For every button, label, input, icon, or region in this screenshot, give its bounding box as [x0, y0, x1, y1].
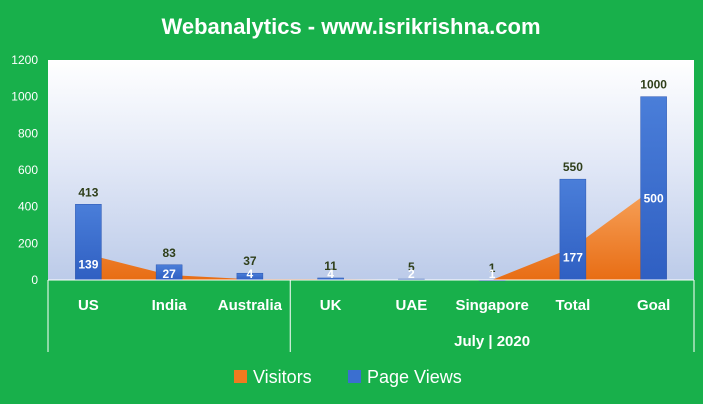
page-views-data-label: 11	[324, 259, 337, 273]
visitors-data-label: 2	[408, 267, 415, 281]
legend-label-page-views: Page Views	[367, 367, 462, 387]
page-views-data-label: 413	[78, 185, 98, 199]
page-views-data-label: 1	[489, 261, 496, 275]
legend-swatch-visitors	[234, 370, 247, 383]
legend-label-visitors: Visitors	[253, 367, 312, 387]
data-label-layer: 413 83 37 11 5 1 550 1000 139 27 4 4 2 1 177 500	[78, 78, 667, 281]
x-category-label: UK	[320, 297, 342, 314]
visitors-area-layer	[75, 188, 667, 280]
page-views-data-label: 5	[408, 260, 415, 274]
x-axis: US India Australia UK UAE Singapore Total Goal J…	[47, 279, 695, 352]
page-views-bar	[559, 178, 587, 281]
chart-title: Webanalytics - www.isrikrishna.com	[161, 14, 540, 39]
page-views-data-label: 1000	[640, 78, 667, 92]
visitors-data-label: 139	[78, 258, 98, 272]
y-axis: 0 200 400 600 800 1000 1200	[11, 53, 38, 287]
visitors-data-label: 1	[489, 267, 496, 281]
page-views-bar	[640, 96, 667, 281]
visitors-data-label: 177	[563, 251, 583, 265]
visitors-data-label: 4	[247, 267, 254, 281]
x-category-label: India	[152, 297, 188, 314]
x-category-label: UAE	[396, 297, 428, 314]
page-views-bar	[75, 204, 102, 281]
visitors-data-label: 500	[644, 191, 664, 205]
y-tick-label: 200	[18, 236, 38, 250]
x-category-label: Goal	[637, 297, 670, 314]
x-category-label: US	[78, 297, 99, 314]
y-tick-label: 0	[31, 273, 38, 287]
x-group-label: July | 2020	[454, 333, 530, 350]
legend: Visitors Page Views	[234, 367, 462, 387]
x-category-label: Australia	[218, 297, 283, 314]
legend-swatch-page-views	[348, 370, 361, 383]
visitors-area	[75, 188, 667, 280]
y-tick-label: 600	[18, 163, 38, 177]
y-tick-label: 800	[18, 126, 38, 140]
page-views-data-label: 83	[162, 246, 176, 260]
y-tick-label: 1000	[11, 90, 38, 104]
page-views-data-label: 37	[243, 254, 257, 268]
x-category-label: Singapore	[455, 297, 528, 314]
page-views-data-label: 550	[563, 160, 583, 174]
y-tick-label: 1200	[11, 53, 38, 67]
visitors-data-label: 4	[327, 267, 334, 281]
page-views-bar-layer	[75, 96, 667, 282]
visitors-data-label: 27	[162, 267, 176, 281]
x-category-label: Total	[556, 297, 591, 314]
y-tick-label: 400	[18, 200, 38, 214]
